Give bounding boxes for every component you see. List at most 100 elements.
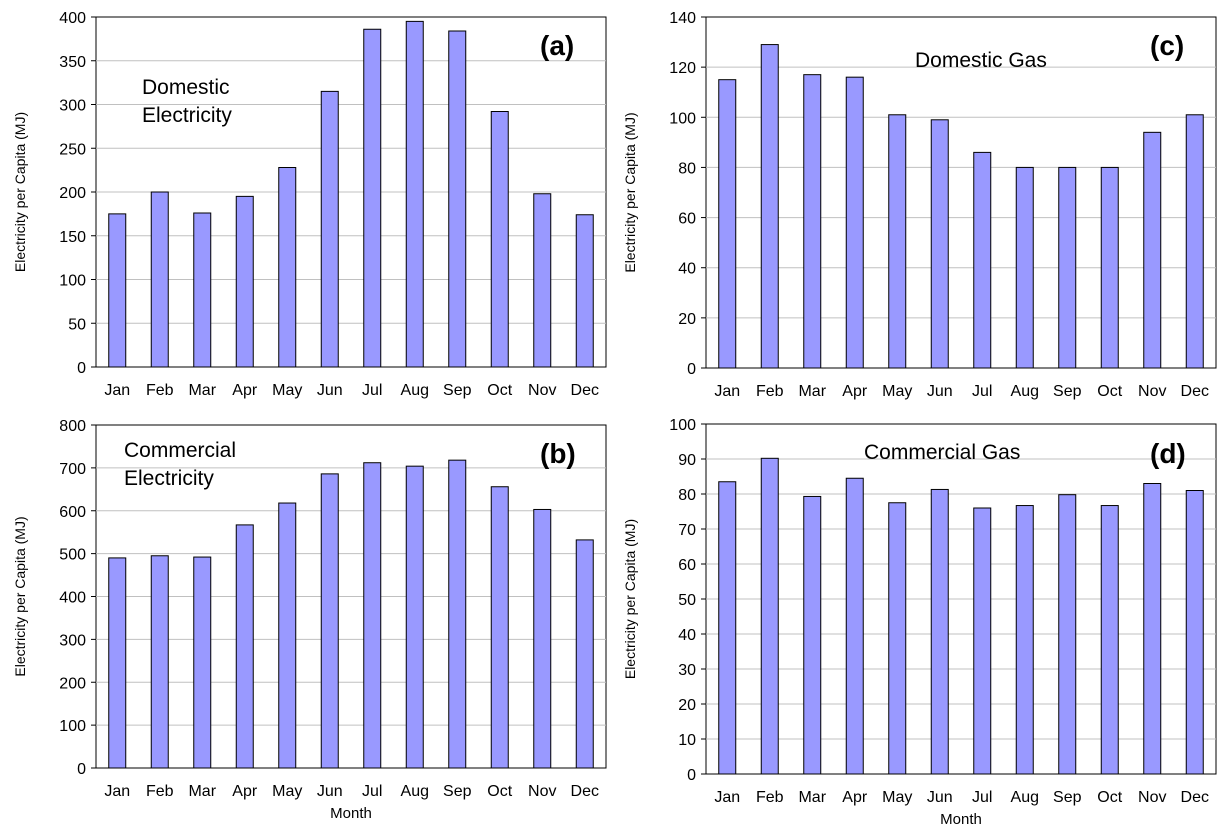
chart-annotation: Domestic Gas	[915, 49, 1047, 72]
x-tick-label: Oct	[487, 382, 512, 399]
chart-annotation: Commercial Gas	[864, 441, 1020, 464]
y-tick-label: 20	[678, 311, 696, 328]
y-tick-label: 10	[678, 732, 696, 749]
bar	[235, 195, 254, 368]
y-tick-label: 600	[59, 504, 86, 521]
bar	[278, 502, 297, 769]
y-tick-label: 140	[669, 10, 696, 27]
x-tick-label: Aug	[401, 382, 429, 399]
y-tick-label: 60	[678, 557, 696, 574]
y-tick-label: 0	[687, 361, 696, 378]
x-tick-label: Nov	[528, 382, 556, 399]
bar	[1185, 114, 1204, 369]
x-tick-label: May	[272, 382, 302, 399]
bar	[1015, 166, 1034, 369]
y-tick-label: 0	[77, 360, 86, 377]
y-tick-label: 80	[678, 487, 696, 504]
x-tick-label: Nov	[1138, 383, 1166, 400]
bar	[108, 213, 127, 368]
x-tick-label: Apr	[842, 383, 868, 400]
x-tick-label: Apr	[232, 382, 258, 399]
x-tick-label: Oct	[487, 783, 512, 800]
x-tick-label: Jul	[972, 789, 992, 806]
y-tick-label: 40	[678, 627, 696, 644]
chart-panel: 0 100 200 300 400 500 600 700 800 Jan Feb Mar Apr May…	[12, 418, 607, 822]
x-tick-label: Aug	[1011, 789, 1039, 806]
x-tick-label: Oct	[1097, 383, 1122, 400]
chart-panel: 0 20 40 60 80 100 120 140 Jan Feb Mar Apr May Jun Jul A…	[622, 10, 1217, 400]
chart-panel: 0 50 100 150 200 250 300 350 400 Jan Feb Mar Apr May J…	[12, 10, 607, 399]
bar	[193, 212, 212, 368]
bar	[803, 74, 822, 369]
y-tick-label: 40	[678, 261, 696, 278]
x-tick-label: Sep	[1053, 383, 1082, 400]
x-tick-label: Jun	[927, 383, 953, 400]
bar	[930, 488, 949, 775]
x-tick-label: Nov	[1138, 789, 1166, 806]
x-tick-label: Mar	[188, 783, 216, 800]
y-tick-label: 250	[59, 141, 86, 158]
panel-label: (b)	[540, 438, 576, 469]
x-tick-label: May	[272, 783, 302, 800]
panel-label: (a)	[540, 30, 574, 61]
x-tick-label: Feb	[756, 789, 784, 806]
x-tick-label: Jun	[317, 382, 343, 399]
y-tick-label: 400	[59, 10, 86, 27]
bar	[320, 473, 339, 769]
bar	[888, 502, 907, 775]
bar	[193, 556, 212, 769]
x-tick-label: Aug	[1011, 383, 1039, 400]
bar	[108, 557, 127, 769]
chart-panel: 0 10 20 30 40 50 60 70 80 90 100 Jan Feb Mar Apr May Jun…	[622, 417, 1217, 828]
x-tick-label: Jan	[104, 382, 130, 399]
bar	[888, 114, 907, 369]
chart-annotation: Domestic	[142, 76, 230, 99]
y-tick-label: 200	[59, 675, 86, 692]
y-axis-label: Electricity per Capita (MJ)	[622, 519, 638, 679]
y-axis-label: Electricity per Capita (MJ)	[12, 112, 28, 272]
x-tick-label: Apr	[842, 789, 868, 806]
panel-label: (d)	[1150, 438, 1186, 469]
bar	[973, 151, 992, 369]
bar	[1143, 131, 1162, 369]
x-tick-label: Sep	[443, 382, 472, 399]
bar	[845, 76, 864, 369]
x-tick-label: Nov	[528, 783, 556, 800]
y-tick-label: 60	[678, 211, 696, 228]
bar	[1143, 483, 1162, 775]
bar	[1058, 166, 1077, 369]
x-tick-label: Jul	[362, 783, 382, 800]
x-tick-label: Feb	[146, 382, 174, 399]
y-tick-label: 90	[678, 452, 696, 469]
y-tick-label: 400	[59, 590, 86, 607]
y-tick-label: 350	[59, 54, 86, 71]
y-tick-label: 100	[59, 718, 86, 735]
y-tick-label: 0	[77, 761, 86, 778]
bar	[320, 90, 339, 368]
x-axis-label: Month	[330, 805, 372, 822]
x-tick-label: Jul	[362, 382, 382, 399]
y-tick-label: 70	[678, 522, 696, 539]
bar	[930, 119, 949, 369]
bar	[575, 539, 594, 769]
y-tick-label: 200	[59, 185, 86, 202]
x-tick-label: Dec	[571, 382, 599, 399]
x-tick-label: Mar	[188, 382, 216, 399]
y-tick-label: 0	[687, 767, 696, 784]
chart-annotation: Electricity	[124, 467, 214, 490]
x-tick-label: Dec	[1181, 383, 1209, 400]
chart-annotation: Electricity	[142, 104, 232, 127]
panel-label: (c)	[1150, 30, 1184, 61]
x-tick-label: Dec	[1181, 789, 1209, 806]
y-tick-label: 80	[678, 160, 696, 177]
bar	[803, 495, 822, 775]
bar	[490, 486, 509, 769]
bar	[363, 28, 382, 368]
y-tick-label: 50	[68, 316, 86, 333]
chart-annotation: Commercial	[124, 439, 236, 462]
x-tick-label: Jan	[714, 789, 740, 806]
x-tick-label: Apr	[232, 783, 258, 800]
y-tick-label: 300	[59, 98, 86, 115]
bar	[448, 459, 467, 769]
